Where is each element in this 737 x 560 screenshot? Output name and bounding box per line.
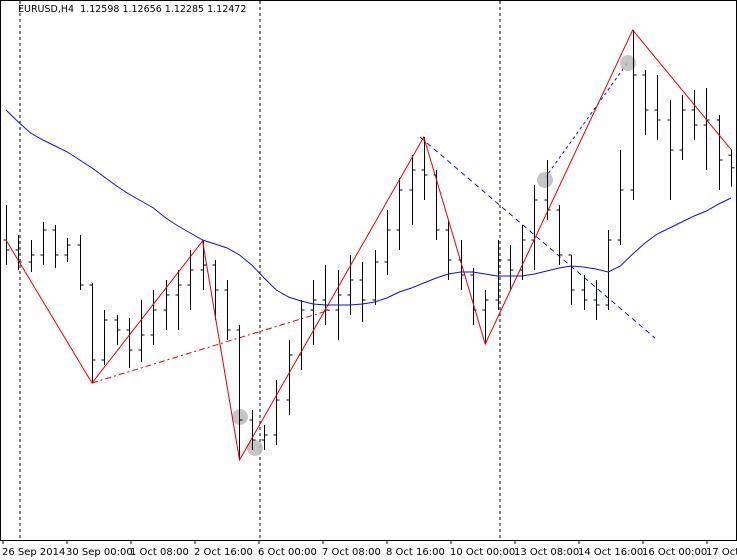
signal-marker (620, 55, 636, 71)
trend-line (544, 61, 629, 179)
x-tick-label: 7 Oct 08:00 (322, 547, 381, 558)
close-value: 1.12472 (207, 4, 247, 15)
moving-average (5, 109, 732, 306)
signal-markers (232, 55, 636, 456)
high-value: 1.12656 (122, 4, 162, 15)
x-tick-label: 16 Oct 00:00 (642, 547, 707, 558)
x-tick-label: 1 Oct 08:00 (130, 547, 189, 558)
x-tick-label: 8 Oct 16:00 (386, 547, 445, 558)
x-tick-label: 6 Oct 00:00 (258, 547, 317, 558)
open-value: 1.12598 (80, 4, 120, 15)
plot-frame (0, 0, 737, 541)
x-tick-label: 26 Sep 2014 (2, 547, 65, 558)
symbol-header: EURUSD,H4 1.12598 1.12656 1.12285 1.1247… (18, 4, 246, 15)
x-tick-label: 14 Oct 16:00 (578, 547, 643, 558)
x-tick-label: 2 Oct 16:00 (194, 547, 253, 558)
x-tick-label: 10 Oct 00:00 (450, 547, 515, 558)
symbol: EURUSD,H4 (18, 4, 75, 15)
signal-marker (537, 172, 553, 188)
trend-line (419, 136, 656, 339)
signal-marker (247, 440, 263, 456)
x-tick-label: 30 Sep 00:00 (66, 547, 133, 558)
trend-line (91, 309, 331, 384)
x-tick-label: 17 Oct (706, 547, 737, 558)
x-tick-label: 13 Oct 08:00 (514, 547, 579, 558)
zigzag (5, 29, 732, 462)
low-value: 1.12285 (164, 4, 205, 15)
